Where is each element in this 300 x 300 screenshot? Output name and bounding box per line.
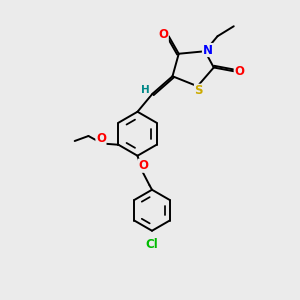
Text: O: O bbox=[138, 159, 148, 172]
Text: Cl: Cl bbox=[146, 238, 158, 251]
Text: O: O bbox=[234, 65, 244, 78]
Text: N: N bbox=[202, 44, 212, 56]
Text: H: H bbox=[141, 85, 149, 95]
Text: O: O bbox=[96, 133, 106, 146]
Text: O: O bbox=[158, 28, 168, 41]
Text: S: S bbox=[194, 84, 203, 97]
